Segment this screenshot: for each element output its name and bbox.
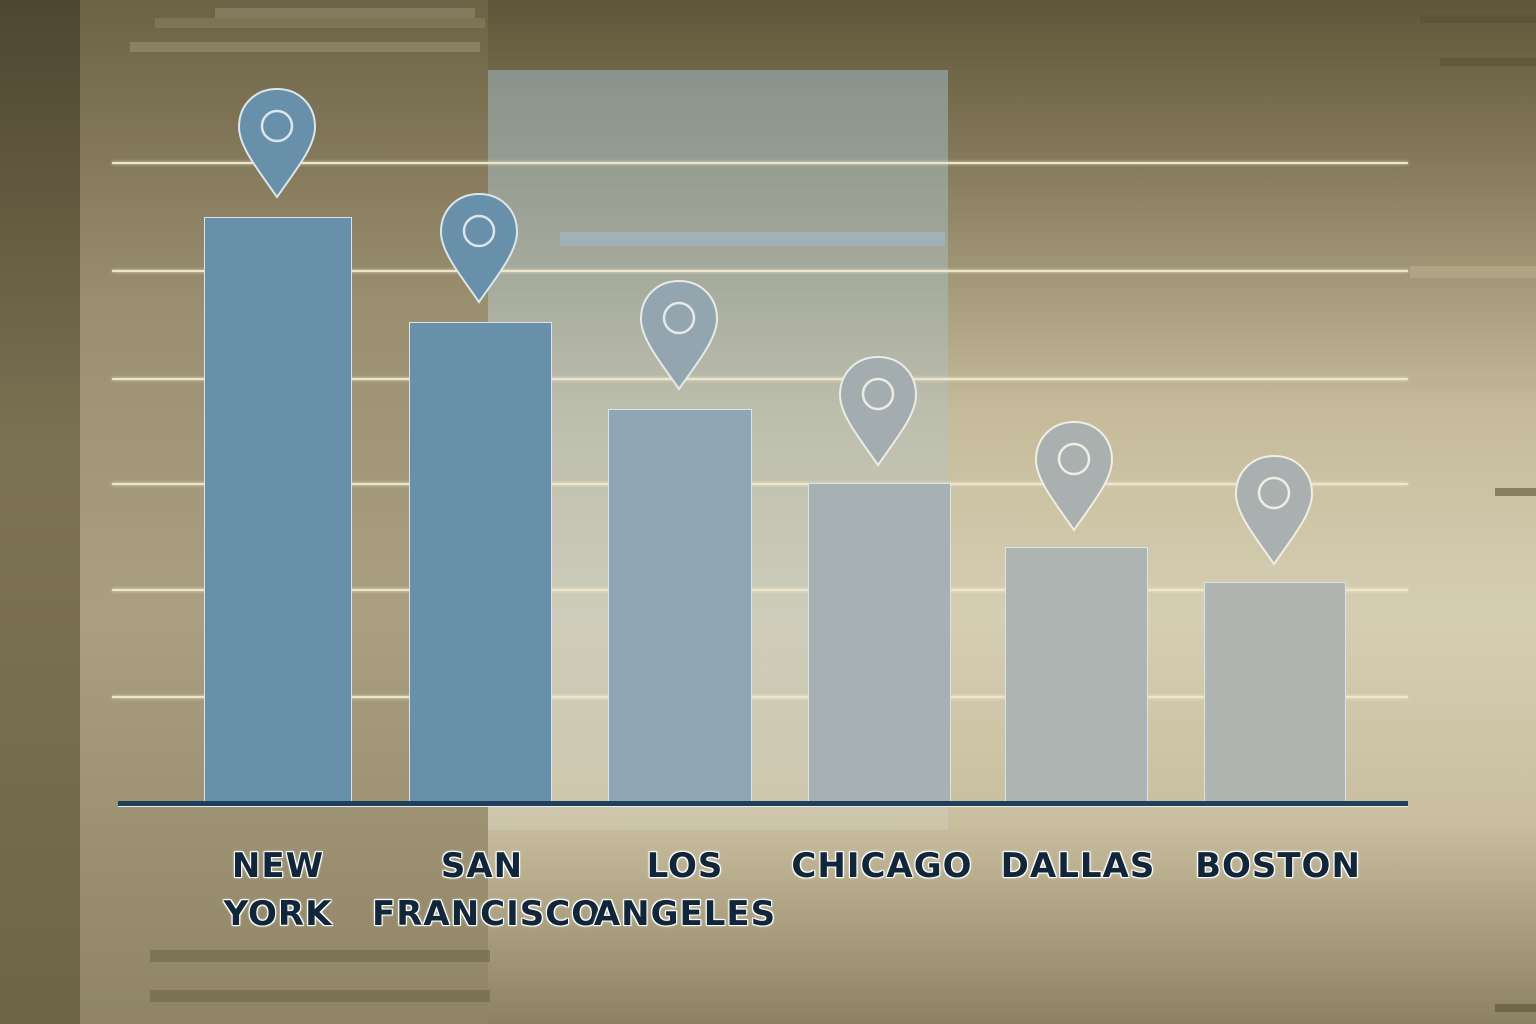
x-axis-baseline [118,801,1408,807]
gridline-4 [112,378,1408,380]
map-pin-icon [237,87,317,199]
map-pin-icon [838,355,918,467]
map-pin-icon [439,192,519,304]
x-label-dallas: DALLAS [1000,846,1156,886]
bar-chicago [808,483,951,803]
gridline-5 [112,270,1408,272]
bar-san-francisco [409,322,552,803]
x-label-san-francisco: SAN FRANCISCO [372,846,602,934]
x-label-new-york: NEW YORK [223,846,333,934]
x-label-chicago: CHICAGO [791,846,973,886]
gridline-2 [112,589,1408,591]
map-pin-icon [1034,420,1114,532]
map-pin-icon [639,279,719,391]
gridline-3 [112,483,1408,485]
bar-new-york [204,217,352,803]
map-pin-icon [1234,454,1314,566]
x-label-boston: BOSTON [1195,846,1361,886]
gridline-6 [112,162,1408,164]
bar-boston [1204,582,1346,803]
gridline-1 [112,696,1408,698]
bar-dallas [1005,547,1148,803]
bar-los-angeles [608,409,752,803]
x-label-los-angeles: LOS ANGELES [593,846,777,934]
